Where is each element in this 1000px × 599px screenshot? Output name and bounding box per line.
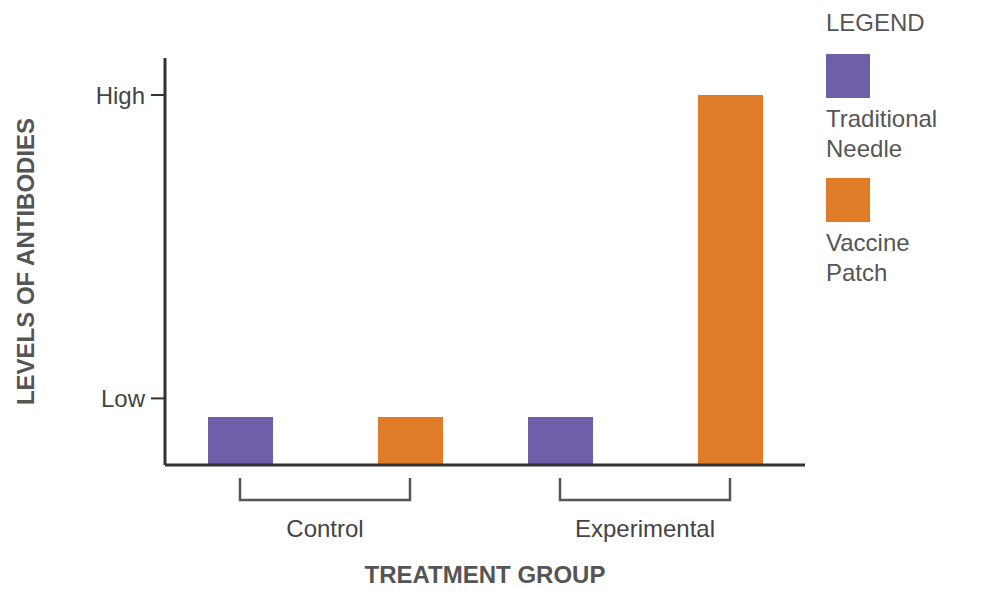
- svg-text:Control: Control: [286, 515, 363, 542]
- svg-text:Experimental: Experimental: [575, 515, 715, 542]
- html-text:Traditional Needle: Traditional Needle: [826, 105, 938, 162]
- svg-text:High: High: [96, 82, 145, 109]
- svg-text:LEVELS OF ANTIBODIES: LEVELS OF ANTIBODIES: [12, 118, 39, 405]
- html-text:LEGEND: LEGEND: [826, 9, 925, 36]
- svg-text:TREATMENT GROUP: TREATMENT GROUP: [365, 561, 606, 588]
- svg-text:Low: Low: [101, 385, 146, 412]
- html-text:Vaccine Patch: Vaccine Patch: [826, 229, 910, 286]
